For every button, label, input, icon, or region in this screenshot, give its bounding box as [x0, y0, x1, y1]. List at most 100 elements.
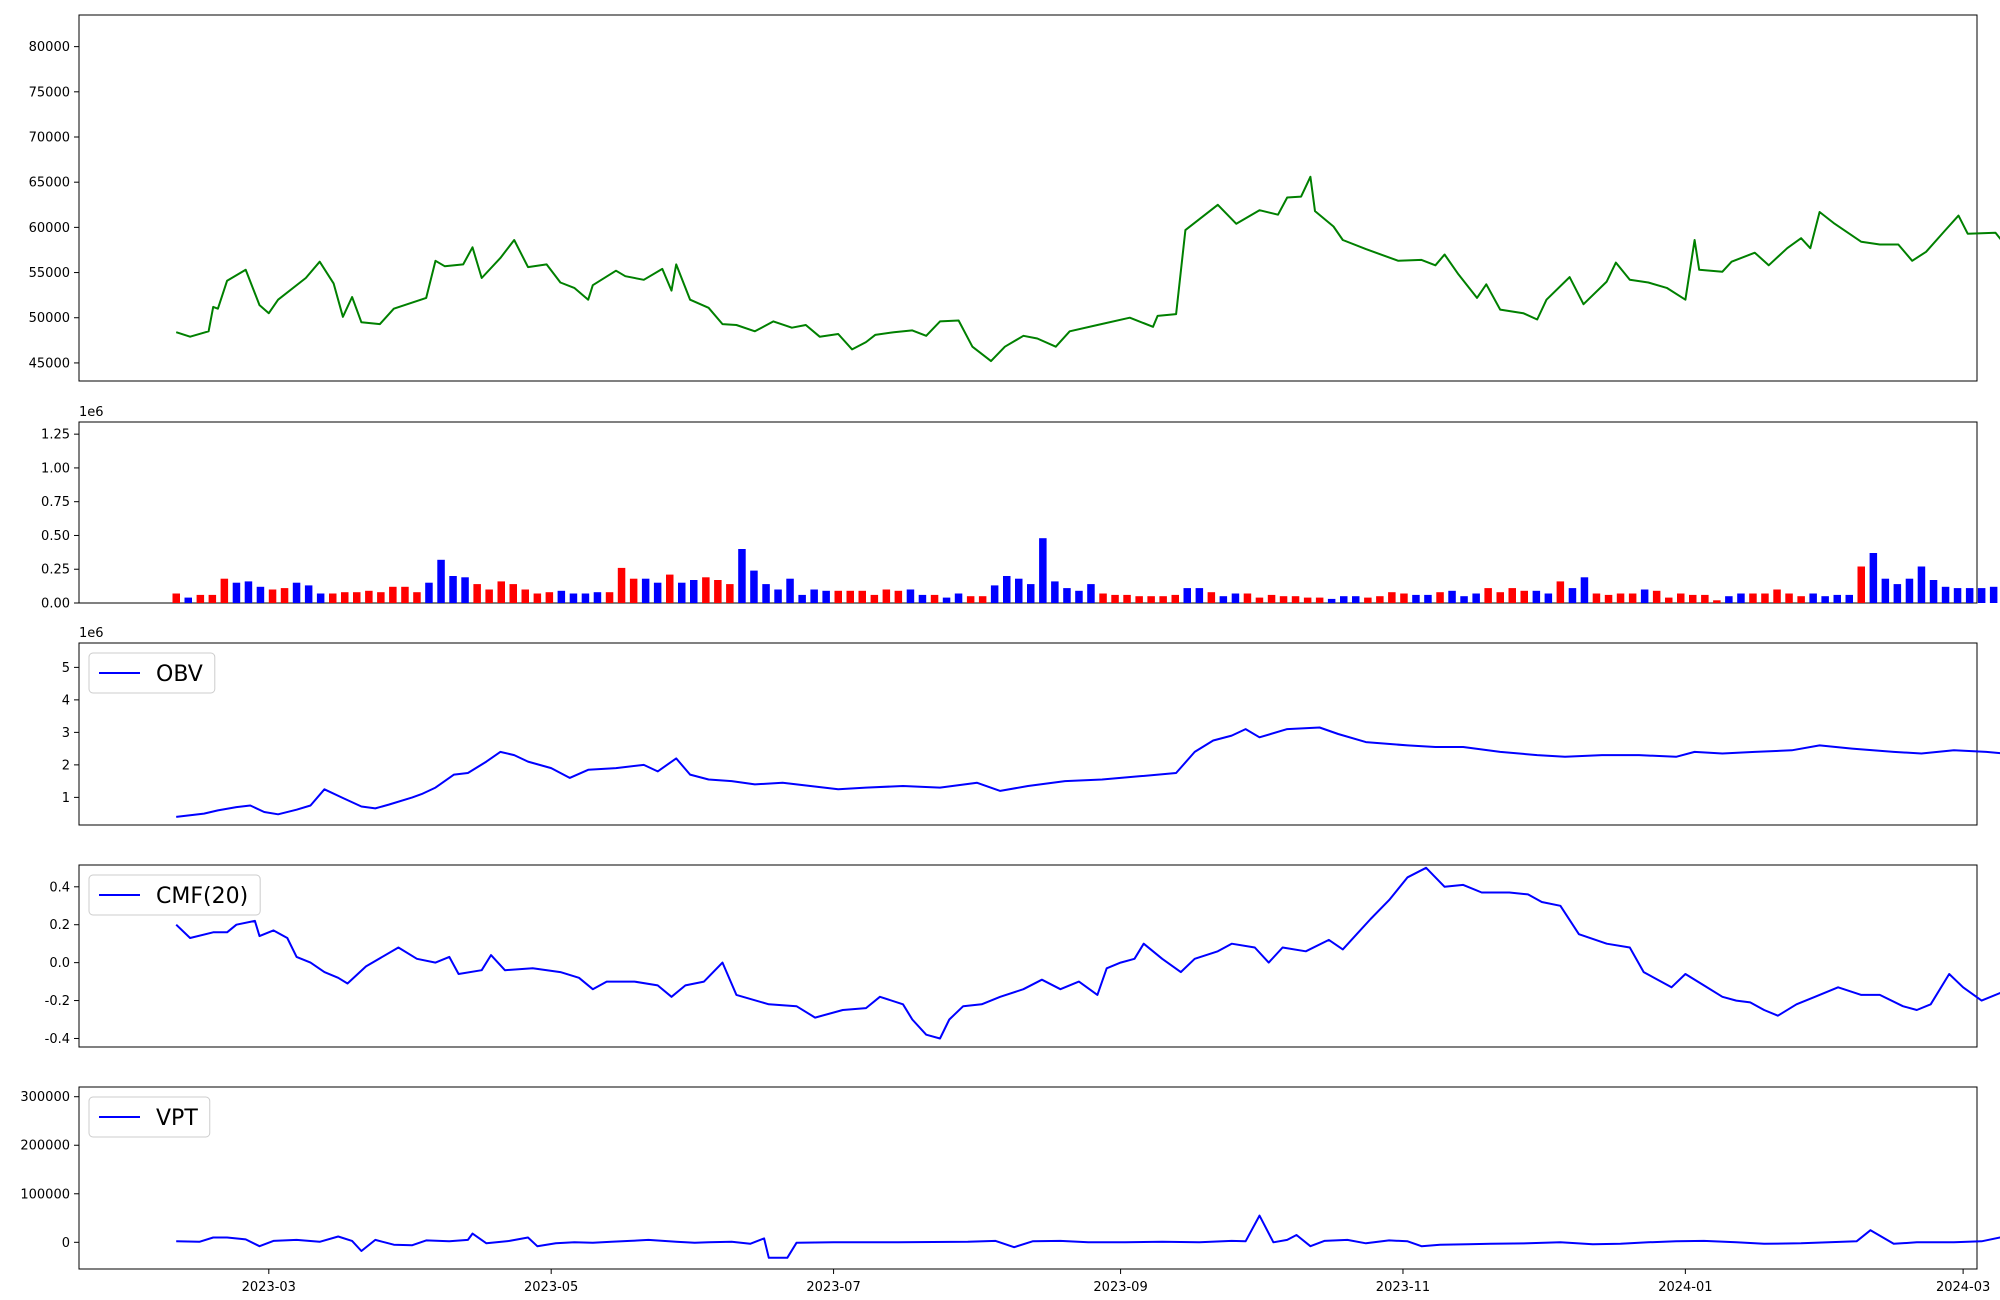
volume-bar — [196, 594, 205, 603]
y-tick-label: 75000 — [29, 85, 70, 100]
volume-bar — [184, 597, 192, 603]
volume-bar — [678, 582, 686, 603]
plot-frame — [78, 421, 1978, 604]
volume-bar — [1460, 596, 1468, 603]
y-tick-label: 3 — [62, 726, 70, 741]
obv-legend: OBV — [88, 652, 216, 694]
volume-bar — [786, 578, 794, 603]
y-tick-label: 200000 — [20, 1139, 70, 1154]
volume-bar — [1520, 590, 1528, 603]
volume-bar — [1111, 594, 1119, 603]
y-offset-label: 1e6 — [79, 405, 104, 420]
volume-bar — [497, 581, 505, 603]
x-tick-label: 2023-09 — [1093, 1280, 1147, 1295]
volume-bar — [858, 590, 866, 603]
volume-bar — [329, 593, 337, 603]
volume-bar — [1689, 594, 1697, 603]
volume-bar — [1953, 588, 1962, 603]
volume-bar — [569, 593, 578, 603]
y-tick-label: 300000 — [20, 1090, 70, 1105]
volume-bar — [1171, 594, 1179, 603]
volume-bar — [641, 578, 650, 603]
volume-bar — [1989, 586, 1998, 603]
y-tick-label: 0.50 — [41, 529, 70, 544]
volume-bar — [1941, 586, 1950, 603]
volume-bar — [690, 580, 698, 603]
volume-bar — [280, 588, 289, 603]
volume-bar — [401, 586, 409, 603]
volume-bar — [353, 592, 361, 603]
volume-bar — [1448, 590, 1456, 603]
vpt-panel: 0 100000 200000 300000 2023-03 2023-05 2023-07… — [20, 1086, 2000, 1295]
obv-panel: 1 2 3 4 5 1e6 OBV — [62, 626, 2000, 826]
volume-bar — [906, 589, 915, 603]
volume-bar — [1701, 594, 1709, 603]
y-tick-label: 2 — [62, 758, 70, 773]
vpt-legend: VPT — [88, 1096, 211, 1138]
volume-bar — [1508, 588, 1516, 603]
volume-bar — [1303, 597, 1312, 603]
volume-bar — [822, 590, 830, 603]
volume-bar — [485, 589, 493, 603]
volume-bar — [1592, 593, 1601, 603]
x-tick-label: 2024-03 — [1936, 1280, 1990, 1295]
volume-bar — [208, 594, 217, 603]
volume-bar — [1845, 594, 1853, 603]
volume-bar — [798, 594, 806, 603]
volume-bar — [1640, 589, 1649, 603]
y-tick-label: 0.25 — [41, 563, 70, 578]
volume-bar — [1388, 592, 1396, 603]
volume-bar — [1977, 588, 1986, 603]
volume-bar — [509, 584, 517, 603]
volume-bar — [1749, 593, 1757, 603]
volume-bar — [846, 590, 854, 603]
volume-bar — [1039, 538, 1047, 603]
volume-bar — [882, 589, 891, 603]
volume-bar — [1327, 598, 1336, 603]
volume-bar — [1412, 594, 1420, 603]
cmf-line — [175, 866, 2000, 1040]
volume-bar — [834, 590, 842, 603]
y-tick-label: 70000 — [29, 131, 70, 146]
volume-bar — [666, 574, 674, 603]
volume-bar — [1003, 576, 1011, 603]
y-tick-label: -0.2 — [45, 994, 70, 1009]
volume-bar — [304, 585, 313, 603]
cmf-legend: CMF(20) — [88, 874, 261, 916]
volume-bar — [1352, 596, 1360, 603]
volume-bar — [268, 589, 277, 603]
volume-bar — [220, 578, 229, 603]
price-panel: 45000 50000 55000 60000 65000 70000 75000 80000 — [29, 14, 2000, 382]
volume-bar — [1785, 593, 1793, 603]
plot-frame — [78, 864, 1978, 1048]
volume-bar — [1147, 596, 1155, 603]
volume-panel: 0.00 0.25 0.50 0.75 1.00 1.25 1e6 — [41, 405, 1998, 612]
volume-bar — [629, 578, 638, 603]
volume-bar — [533, 593, 542, 603]
volume-bar — [954, 593, 963, 603]
y-tick-label: 0 — [62, 1236, 70, 1251]
y-tick-label: 1.25 — [41, 428, 70, 443]
obv-line — [176, 726, 2000, 818]
volume-bar — [1207, 592, 1216, 603]
legend-frame — [88, 1096, 211, 1138]
volume-bar — [1568, 588, 1577, 603]
volume-bar — [256, 586, 265, 603]
volume-bar — [617, 567, 626, 603]
volume-bar — [1051, 581, 1059, 603]
x-tick-label: 2023-05 — [524, 1280, 578, 1295]
volume-bar — [750, 570, 758, 603]
volume-bar — [1580, 577, 1589, 603]
volume-bar — [1267, 594, 1276, 603]
volume-bar — [1015, 578, 1023, 603]
volume-bar — [389, 586, 397, 603]
x-tick-label: 2024-01 — [1658, 1280, 1712, 1295]
volume-bar — [1725, 596, 1733, 603]
volume-bar — [365, 590, 373, 603]
volume-bar — [1905, 578, 1914, 603]
volume-bar — [1821, 596, 1829, 603]
volume-bar — [1496, 592, 1504, 603]
volume-bar — [810, 589, 818, 603]
volume-bar — [918, 594, 927, 603]
plot-frame — [78, 14, 1978, 382]
